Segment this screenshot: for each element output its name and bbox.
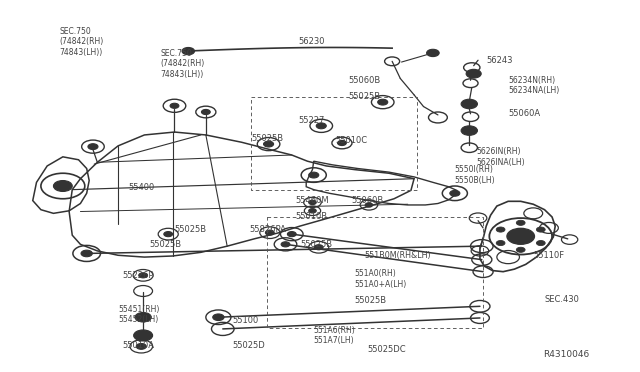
Circle shape: [378, 99, 388, 105]
Circle shape: [287, 231, 296, 237]
Text: 55010A: 55010A: [122, 341, 154, 350]
Circle shape: [461, 99, 477, 109]
Circle shape: [164, 231, 173, 237]
Text: 551A0(RH)
551A0+A(LH): 551A0(RH) 551A0+A(LH): [355, 269, 407, 289]
Text: 55025B: 55025B: [149, 240, 182, 249]
Circle shape: [134, 330, 152, 341]
Circle shape: [536, 241, 545, 246]
Text: 551A6(RH)
551A7(LH): 551A6(RH) 551A7(LH): [314, 326, 355, 345]
Circle shape: [212, 314, 224, 321]
Circle shape: [308, 209, 316, 213]
Circle shape: [54, 180, 72, 192]
Text: 5550I(RH)
5550B(LH): 5550I(RH) 5550B(LH): [455, 166, 495, 185]
Text: 55451(RH)
55452(LH): 55451(RH) 55452(LH): [118, 305, 159, 324]
Text: 56230: 56230: [298, 38, 324, 46]
Circle shape: [496, 241, 505, 246]
Text: 55060A: 55060A: [508, 109, 540, 118]
Text: 551B0M(RH&LH): 551B0M(RH&LH): [364, 251, 431, 260]
Circle shape: [308, 172, 319, 178]
Text: 55025B: 55025B: [348, 92, 380, 101]
Text: 55025B: 55025B: [251, 134, 283, 143]
Circle shape: [264, 141, 273, 147]
Circle shape: [337, 141, 346, 145]
Circle shape: [516, 220, 525, 225]
Circle shape: [136, 343, 147, 349]
Circle shape: [536, 227, 545, 232]
Text: 55460M: 55460M: [295, 196, 328, 205]
Circle shape: [202, 109, 210, 115]
Circle shape: [496, 227, 505, 232]
Text: 55025D: 55025D: [232, 341, 265, 350]
Text: 55826PA: 55826PA: [250, 225, 287, 234]
Text: 55025B: 55025B: [300, 240, 332, 249]
Circle shape: [365, 203, 372, 207]
Circle shape: [516, 247, 525, 252]
Text: R4310046: R4310046: [543, 350, 589, 359]
Text: SEC.750
(74842(RH)
74843(LH)): SEC.750 (74842(RH) 74843(LH)): [160, 49, 204, 79]
Circle shape: [281, 242, 290, 247]
Circle shape: [88, 144, 98, 150]
Text: 55227: 55227: [298, 116, 324, 125]
Circle shape: [427, 49, 439, 57]
Text: 55100: 55100: [232, 317, 259, 326]
Circle shape: [266, 230, 274, 235]
Circle shape: [170, 103, 179, 108]
Circle shape: [450, 190, 460, 196]
Circle shape: [507, 228, 534, 244]
Circle shape: [308, 200, 316, 205]
Text: 55025B: 55025B: [175, 225, 207, 234]
Circle shape: [135, 312, 151, 322]
Text: SEC.430: SEC.430: [545, 295, 579, 304]
Circle shape: [81, 250, 92, 257]
Text: 55025B: 55025B: [355, 296, 387, 305]
Circle shape: [139, 273, 148, 278]
Text: 55110F: 55110F: [533, 251, 564, 260]
Text: SEC.750
(74842(RH)
74843(LH)): SEC.750 (74842(RH) 74843(LH)): [60, 27, 104, 57]
Text: 56234N(RH)
56234NA(LH): 56234N(RH) 56234NA(LH): [508, 76, 559, 96]
Circle shape: [316, 123, 326, 129]
Text: 55025DC: 55025DC: [367, 345, 406, 354]
Circle shape: [314, 245, 323, 250]
Circle shape: [461, 126, 477, 135]
Circle shape: [466, 69, 481, 78]
Text: 5626IN(RH)
5626INA(LH): 5626IN(RH) 5626INA(LH): [477, 147, 525, 167]
Text: 55400: 55400: [129, 183, 155, 192]
Text: 55060B: 55060B: [348, 76, 380, 85]
Text: 56243: 56243: [486, 56, 513, 65]
Text: 55226P: 55226P: [122, 271, 154, 280]
Text: 55010B: 55010B: [295, 212, 327, 221]
Circle shape: [182, 48, 195, 55]
Text: 55010C: 55010C: [336, 136, 368, 145]
Text: 55060B: 55060B: [351, 196, 383, 205]
